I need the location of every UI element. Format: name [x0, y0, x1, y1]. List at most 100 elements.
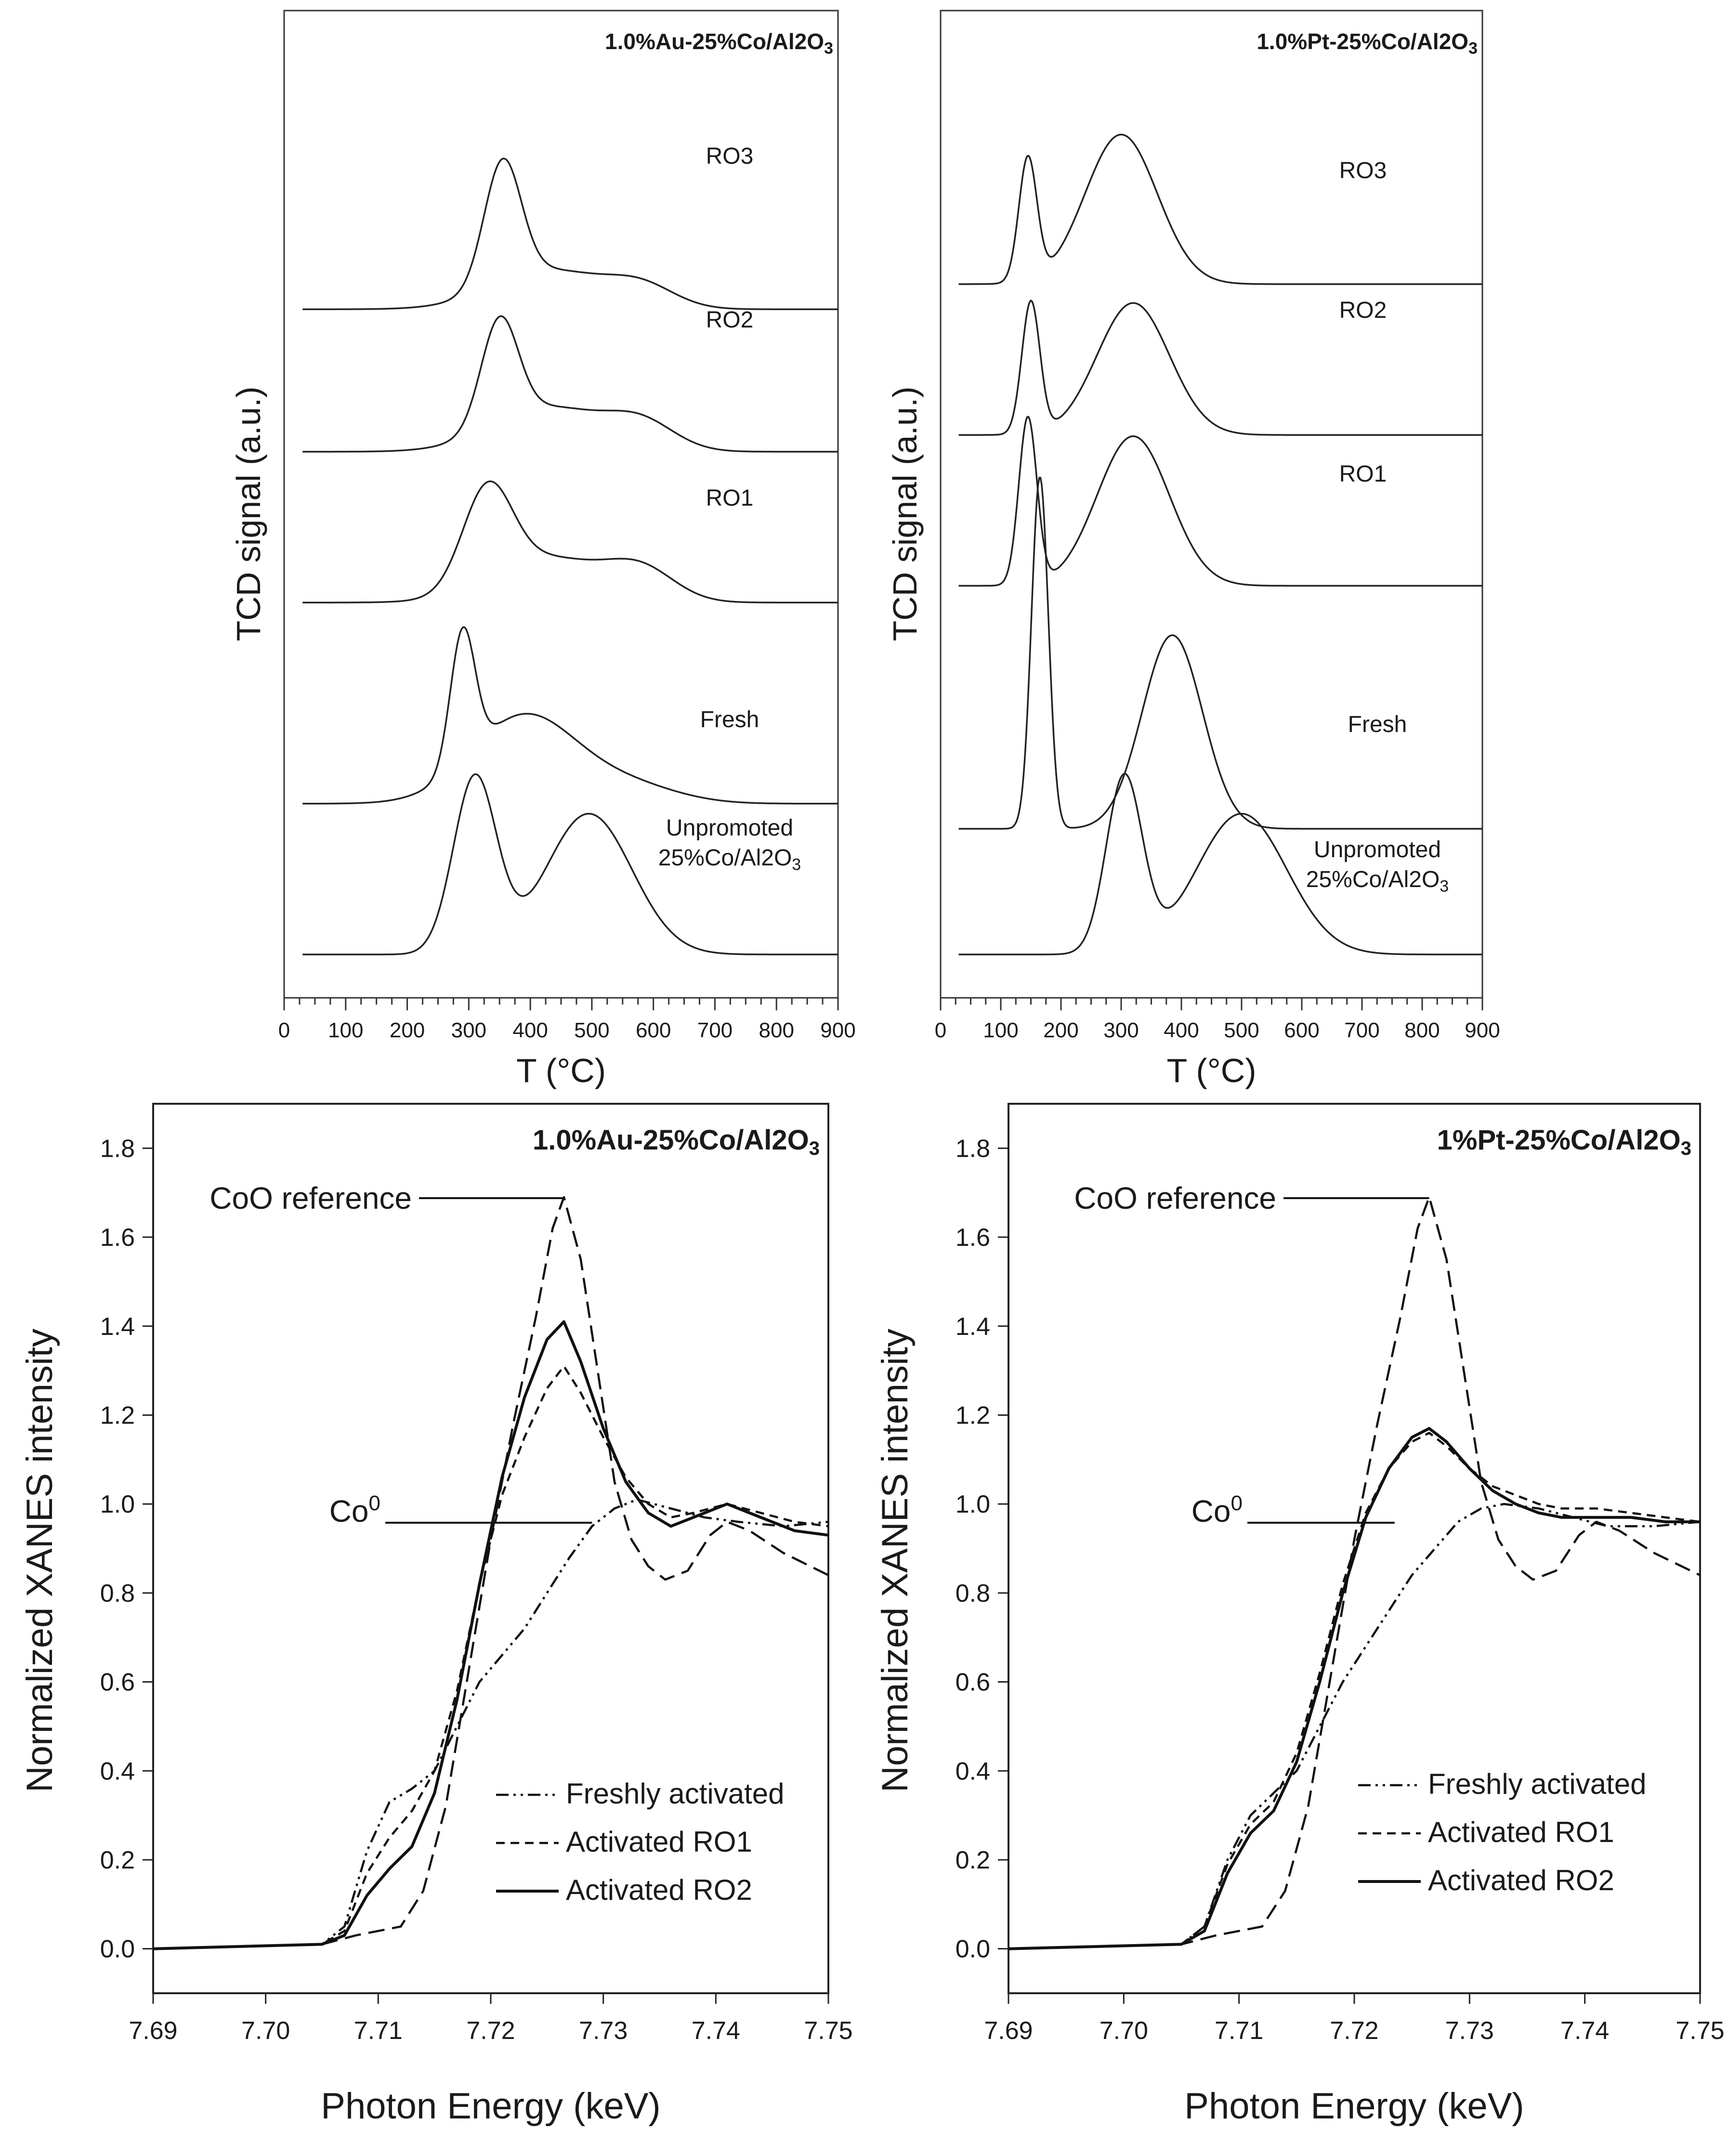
x-tick-label: 500: [574, 1019, 609, 1042]
x-tick-label: 100: [328, 1019, 363, 1042]
tpr-trace-unpromoted: [302, 773, 838, 955]
trace-label: RO2: [1339, 298, 1387, 323]
tpr-trace-fresh: [302, 626, 838, 805]
x-tick-label: 200: [390, 1019, 425, 1042]
y-tick-label: 0.8: [100, 1580, 135, 1607]
annotation-co0: Co0: [329, 1491, 380, 1529]
x-tick-label: 700: [697, 1019, 733, 1042]
x-axis-title: Photon Energy (keV): [1184, 2086, 1524, 2127]
y-tick-label: 1.4: [100, 1313, 135, 1341]
trace-label: RO1: [706, 485, 754, 511]
trace-label: RO3: [1339, 158, 1387, 183]
legend-label: Activated RO2: [566, 1874, 752, 1906]
x-tick-label: 900: [820, 1019, 855, 1042]
x-tick-label: 200: [1043, 1019, 1078, 1042]
trace-label-2: 25%Co/Al2O3​: [658, 845, 801, 874]
y-tick-label: 0.4: [956, 1757, 990, 1785]
series-freshly-activated: [153, 1498, 829, 1950]
tpr-trace-unpromoted: [958, 772, 1482, 955]
x-tick-label: 300: [1103, 1019, 1139, 1042]
x-tick-label: 800: [759, 1019, 794, 1042]
y-axis-title: Normalized XANES intensity: [875, 1329, 916, 1792]
y-axis-title: Normalized XANES intensity: [19, 1329, 60, 1792]
x-tick-label: 0: [278, 1019, 290, 1042]
x-tick-label: 7.72: [1330, 2017, 1378, 2045]
tpr-trace-ro3: [302, 157, 838, 310]
trace-label: RO2: [706, 307, 754, 333]
x-tick-label: 600: [636, 1019, 671, 1042]
x-axis-title: T (°C): [1166, 1052, 1256, 1089]
x-tick-label: 7.70: [241, 2017, 290, 2045]
series-coo-reference: [1008, 1196, 1701, 1950]
y-tick-label: 0.6: [956, 1669, 990, 1697]
xanes-panel-2: 7.69 7.70 7.71 7.72 7.73 7.74 7.75 0.0 0.2 0.4 0.6…: [19, 1103, 853, 2127]
trace-label: RO3: [706, 144, 754, 169]
x-tick-label: 7.75: [1676, 2017, 1724, 2045]
y-tick-label: 1.8: [100, 1135, 135, 1163]
y-tick-label: 1.2: [956, 1401, 990, 1429]
trace-label-2: 25%Co/Al2O3​: [1306, 867, 1449, 896]
series-activated-ro2: [153, 1320, 829, 1950]
legend-label: Activated RO2: [1428, 1864, 1614, 1896]
x-tick-label: 600: [1284, 1019, 1319, 1042]
y-tick-label: 1.0: [956, 1490, 990, 1518]
x-tick-label: 300: [451, 1019, 486, 1042]
panel-title: 1.0%Au-25%Co/Al2O3​: [605, 29, 833, 58]
panel-title: 1.0%Au-25%Co/Al2O3​: [533, 1124, 820, 1159]
series-freshly-activated: [1008, 1503, 1701, 1950]
x-tick-label: 7.70: [1100, 2017, 1148, 2045]
y-tick-label: 0.0: [956, 1935, 990, 1963]
y-tick-label: 1.6: [100, 1224, 135, 1252]
tpr-panel-0: 0 100 200 300 400 500 600 700 800 900 T (°C) TCD si…: [230, 10, 856, 1089]
x-tick-label: 7.69: [984, 2017, 1033, 2045]
annotation-coo-reference: CoO reference: [1074, 1181, 1276, 1215]
tpr-trace-ro1: [302, 480, 838, 603]
panel-title: 1.0%Pt-25%Co/Al2O3​: [1257, 29, 1478, 58]
x-tick-label: 7.73: [1445, 2017, 1494, 2045]
x-tick-label: 7.74: [692, 2017, 740, 2045]
x-tick-label: 7.74: [1560, 2017, 1609, 2045]
x-tick-label: 7.73: [579, 2017, 628, 2045]
y-axis-title: TCD signal (a.u.): [886, 386, 924, 641]
y-tick-label: 0.8: [956, 1580, 990, 1607]
trace-label: Fresh: [700, 707, 759, 732]
legend-label: Freshly activated: [1428, 1768, 1647, 1800]
y-tick-label: 0.0: [100, 1935, 135, 1963]
x-tick-label: 100: [983, 1019, 1018, 1042]
annotation-coo-reference: CoO reference: [209, 1181, 412, 1215]
legend-label: Freshly activated: [566, 1777, 785, 1810]
x-tick-label: 7.69: [129, 2017, 177, 2045]
x-tick-label: 500: [1224, 1019, 1259, 1042]
x-tick-label: 7.71: [354, 2017, 403, 2045]
legend-label: Activated RO1: [1428, 1816, 1614, 1848]
x-tick-label: 7.75: [804, 2017, 852, 2045]
x-tick-label: 800: [1404, 1019, 1440, 1042]
annotation-co0: Co0: [1191, 1491, 1243, 1529]
tpr-panel-1: 0 100 200 300 400 500 600 700 800 900 T (°C) TCD si…: [886, 10, 1500, 1089]
y-tick-label: 1.4: [956, 1313, 990, 1341]
y-tick-label: 0.4: [100, 1757, 135, 1785]
tpr-trace-ro2: [302, 315, 838, 453]
x-tick-label: 7.71: [1215, 2017, 1263, 2045]
plot-frame: [152, 1103, 829, 1994]
x-tick-label: 0: [935, 1019, 946, 1042]
x-axis-title: T (°C): [516, 1052, 606, 1089]
x-tick-label: 400: [512, 1019, 548, 1042]
x-axis-title: Photon Energy (keV): [321, 2086, 661, 2127]
y-tick-label: 0.2: [100, 1846, 135, 1874]
y-axis-title: TCD signal (a.u.): [230, 386, 267, 641]
panel-title: 1%Pt-25%Co/Al2O3​: [1437, 1124, 1691, 1159]
trace-label: Unpromoted: [666, 815, 793, 841]
x-tick-label: 400: [1164, 1019, 1199, 1042]
tpr-trace-ro2: [958, 299, 1482, 436]
x-tick-label: 7.72: [466, 2017, 515, 2045]
tpr-trace-fresh: [958, 477, 1482, 830]
y-tick-label: 1.0: [100, 1490, 135, 1518]
y-tick-label: 0.2: [956, 1846, 990, 1874]
y-tick-label: 0.6: [100, 1669, 135, 1697]
trace-label: Fresh: [1348, 712, 1407, 737]
series-coo-reference: [153, 1196, 829, 1950]
xanes-panel-3: 7.69 7.70 7.71 7.72 7.73 7.74 7.75 0.0 0.2 0.4 0.6…: [875, 1103, 1725, 2127]
series-activated-ro1: [153, 1365, 829, 1950]
trace-label: Unpromoted: [1314, 837, 1441, 862]
